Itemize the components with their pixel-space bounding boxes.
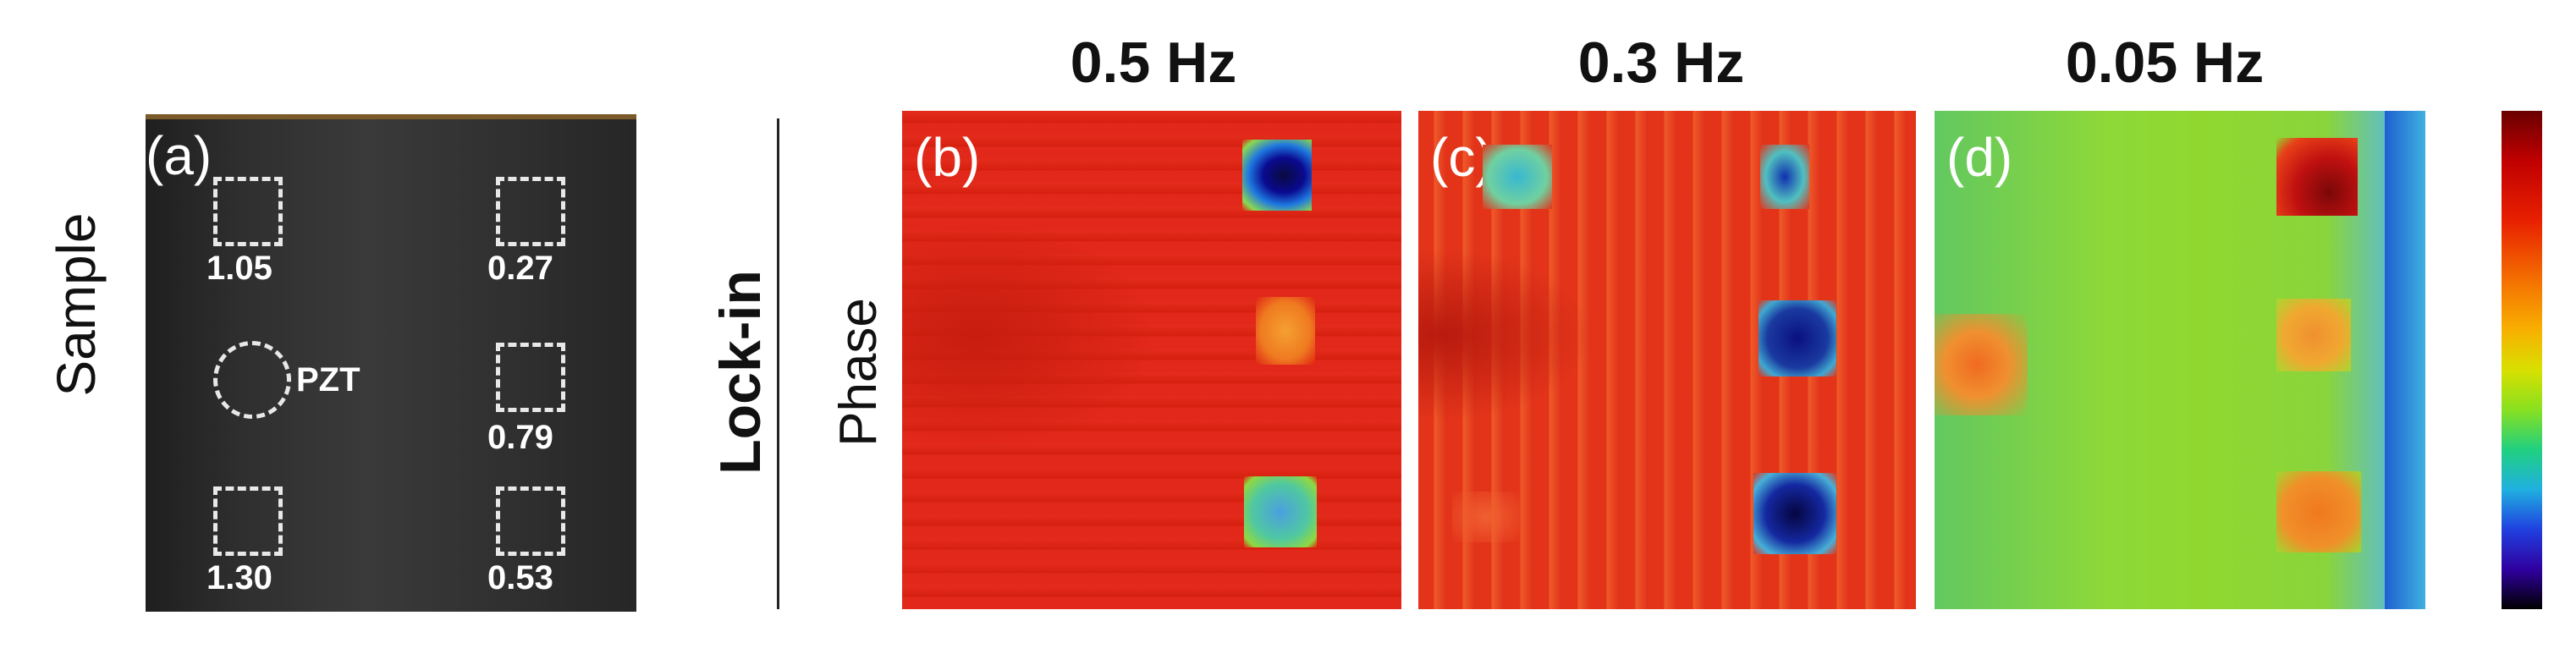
phase-image-c: (c) (1418, 111, 1916, 609)
panel-label-b: (b) (914, 127, 981, 188)
defect-signal-d-2 (2276, 299, 2351, 371)
sample-photo-panel: (a) 1.05 0.27 PZT 0.79 1.30 0.53 (146, 114, 636, 612)
defect-signal-d-3 (2276, 471, 2361, 552)
defect-signal-c-4 (1753, 473, 1836, 554)
defect-box-3 (496, 343, 565, 412)
panel-label-a: (a) (146, 125, 212, 186)
defect-depth-1: 1.05 (206, 250, 272, 287)
sample-side-label: Sample (46, 212, 107, 397)
top-edge-strip (146, 114, 636, 119)
defect-signal-c-3 (1759, 300, 1836, 376)
defect-signal-b-1 (1242, 140, 1312, 211)
defect-depth-3: 0.79 (487, 419, 553, 456)
defect-box-5 (496, 486, 565, 556)
defect-depth-2: 0.27 (487, 250, 553, 287)
defect-box-4 (213, 486, 283, 556)
lockin-side-label: Lock-in (708, 270, 773, 475)
phase-colorbar (2502, 111, 2542, 609)
defect-signal-d-1 (2276, 138, 2358, 216)
freq-header-c: 0.3 Hz (1577, 30, 1745, 95)
defect-signal-d-4 (1935, 314, 2028, 415)
defect-box-1 (213, 177, 283, 246)
defect-depth-4: 1.30 (206, 559, 272, 596)
phase-image-b: (b) (902, 111, 1401, 609)
panel-label-d: (d) (1946, 127, 2013, 188)
right-edge-strip (2385, 111, 2425, 609)
pzt-label: PZT (296, 361, 361, 398)
phase-side-label: Phase (829, 298, 888, 447)
phase-image-d: (d) (1935, 111, 2425, 609)
defect-signal-c-2 (1760, 145, 1809, 209)
defect-depth-5: 0.53 (487, 559, 553, 596)
defect-signal-b-3 (1244, 476, 1317, 547)
freq-header-b: 0.5 Hz (1070, 30, 1237, 95)
defect-box-2 (496, 177, 565, 246)
divider-line (777, 118, 779, 609)
pzt-circle (213, 341, 291, 419)
freq-header-d: 0.05 Hz (2065, 30, 2265, 95)
defect-signal-c-5 (1452, 492, 1520, 542)
defect-signal-c-1 (1483, 145, 1552, 209)
defect-signal-b-2 (1256, 297, 1315, 365)
